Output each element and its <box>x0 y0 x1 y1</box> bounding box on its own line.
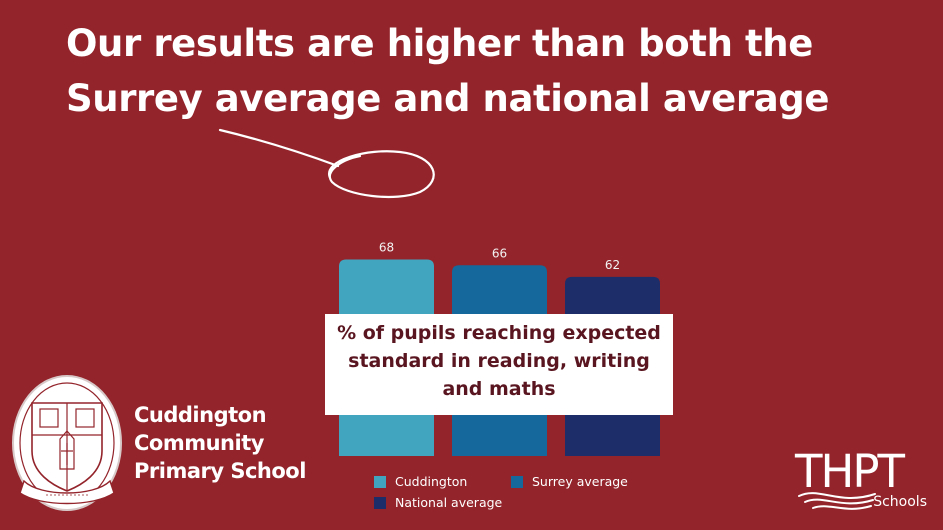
school-crest-icon <box>12 375 122 511</box>
legend-item-cuddington: Cuddington <box>374 474 467 490</box>
legend-swatch <box>374 476 386 488</box>
legend-item-national-average: National average <box>374 495 502 511</box>
wave-swoosh-icon <box>798 492 876 510</box>
thpt-logo: THPT Schools <box>795 448 931 514</box>
legend-item-surrey-average: Surrey average <box>511 474 628 490</box>
chart-caption-box: % of pupils reaching expected standard i… <box>325 314 673 415</box>
legend-label: Cuddington <box>395 474 468 489</box>
caption-line: and maths <box>442 378 556 400</box>
legend-label: Surrey average <box>532 474 628 489</box>
bar-value-label: 68 <box>379 240 394 254</box>
school-name-line: Primary School <box>134 459 306 483</box>
page-title: Our results are higher than both the Sur… <box>66 22 830 120</box>
brand-wordmark: THPT <box>795 445 905 498</box>
bar-value-label: 62 <box>605 258 620 272</box>
caption-line: standard in reading, writing <box>348 350 650 372</box>
value-labels-layer: 68 66 62 <box>379 240 620 271</box>
brand-subtitle: Schools <box>873 494 927 510</box>
legend-swatch <box>374 497 386 509</box>
school-name-line: Cuddington <box>134 403 267 427</box>
bar-value-label: 66 <box>492 246 507 260</box>
legend-label: National average <box>395 495 503 510</box>
school-name-line: Community <box>134 431 264 455</box>
school-name: Cuddington Community Primary School <box>134 401 306 485</box>
hand-drawn-circle-annotation <box>218 128 435 198</box>
legend-swatch <box>511 476 523 488</box>
caption-line: % of pupils reaching expected <box>337 322 661 344</box>
